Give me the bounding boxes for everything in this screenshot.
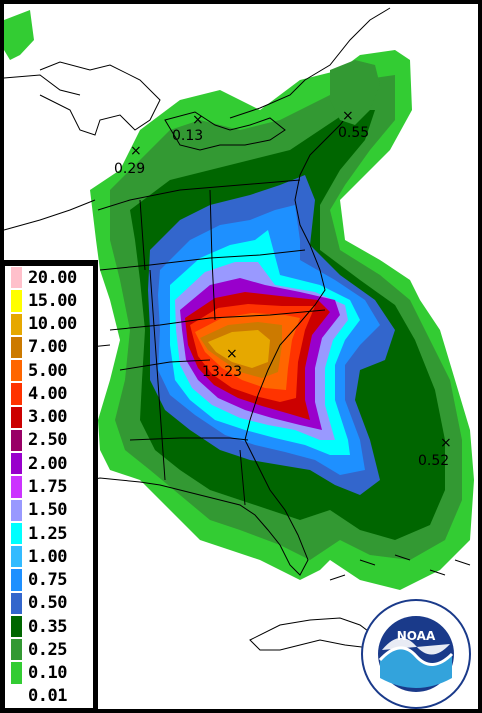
legend-label: 20.00 <box>28 267 77 288</box>
legend-swatch <box>11 313 22 335</box>
legend-label: 10.00 <box>28 314 77 335</box>
legend-row: 1.75 <box>11 475 67 498</box>
legend-swatch <box>11 360 22 382</box>
legend-label: 0.75 <box>28 570 67 591</box>
legend-row: 5.00 <box>11 359 67 382</box>
legend-swatch <box>11 569 22 591</box>
legend-swatch <box>11 406 22 428</box>
legend-row: 1.25 <box>11 522 67 545</box>
legend-label: 0.50 <box>28 593 67 614</box>
legend-swatch <box>11 336 22 359</box>
legend-row: 0.35 <box>11 615 67 638</box>
legend-label: 0.25 <box>28 639 67 660</box>
max-marker-atl: × <box>440 435 452 451</box>
legend-row: 1.50 <box>11 499 67 522</box>
max-label-ne: 0.55 <box>338 125 370 141</box>
legend-row: 0.10 <box>11 661 67 684</box>
max-label-on: 0.13 <box>172 128 204 144</box>
rain-band-10-00 <box>208 330 270 368</box>
bahamas-outline <box>329 554 471 581</box>
noaa-logo-text: NOAA <box>397 629 436 643</box>
legend-label: 3.00 <box>28 407 67 428</box>
legend-row: 0.50 <box>11 592 67 615</box>
max-label-atl: 0.52 <box>418 453 450 469</box>
max-marker-sc: × <box>226 346 238 362</box>
legend-label: 4.00 <box>28 383 67 404</box>
legend-row: 4.00 <box>11 382 67 405</box>
legend-label: 15.00 <box>28 290 77 311</box>
east-coast-outline <box>4 111 351 576</box>
legend-row: 1.00 <box>11 545 67 568</box>
legend-swatch <box>11 499 22 521</box>
legend-row: 10.00 <box>11 313 77 336</box>
us-canada-border <box>3 7 391 119</box>
legend-label: 5.00 <box>28 360 67 381</box>
legend-swatch <box>11 383 22 405</box>
legend-label: 0.10 <box>28 663 67 684</box>
legend-row: 2.00 <box>11 452 67 475</box>
max-marker-ne: × <box>342 108 354 124</box>
precip-legend-panel: 20.00 15.00 10.00 7.00 5.00 4.00 3.00 2.50 2.00 1… <box>5 266 93 708</box>
legend-swatch <box>11 267 22 289</box>
max-label-mi: 0.29 <box>114 161 146 177</box>
legend-label: 1.25 <box>28 523 67 544</box>
max-marker-on: × <box>192 112 204 128</box>
great-lakes-outline <box>39 61 286 151</box>
legend-label: 1.00 <box>28 546 67 567</box>
legend-swatch <box>11 662 22 684</box>
legend-row: 3.00 <box>11 406 67 429</box>
legend-label: 0.35 <box>28 616 67 637</box>
noaa-logo: NOAA <box>361 599 471 709</box>
legend-row: 2.50 <box>11 429 67 452</box>
precip-legend: 20.00 15.00 10.00 7.00 5.00 4.00 3.00 2.50 2.00 1… <box>0 260 98 713</box>
state-lines <box>97 179 326 506</box>
legend-label: 2.50 <box>28 430 67 451</box>
legend-swatch <box>11 546 22 568</box>
legend-swatch <box>11 615 22 638</box>
legend-row: 0.75 <box>11 568 67 591</box>
legend-swatch <box>11 685 22 707</box>
max-label-sc: 13.23 <box>202 364 243 380</box>
legend-swatch <box>11 522 22 545</box>
legend-swatch <box>11 429 22 452</box>
legend-row: 7.00 <box>11 336 67 359</box>
legend-row: 20.00 <box>11 266 77 289</box>
legend-swatch <box>11 639 22 661</box>
legend-label: 0.01 <box>28 686 67 707</box>
legend-label: 1.50 <box>28 500 67 521</box>
legend-swatch <box>11 290 22 312</box>
max-marker-mi: × <box>130 143 142 159</box>
legend-label: 1.75 <box>28 476 67 497</box>
legend-label: 2.00 <box>28 453 67 474</box>
legend-row: 15.00 <box>11 289 77 312</box>
legend-swatch <box>11 453 22 475</box>
legend-row: 0.01 <box>11 685 67 708</box>
legend-swatch <box>11 476 22 498</box>
legend-swatch <box>11 592 22 614</box>
legend-label: 7.00 <box>28 337 67 358</box>
legend-row: 0.25 <box>11 638 67 661</box>
rain-band-ne-canada <box>330 60 380 125</box>
